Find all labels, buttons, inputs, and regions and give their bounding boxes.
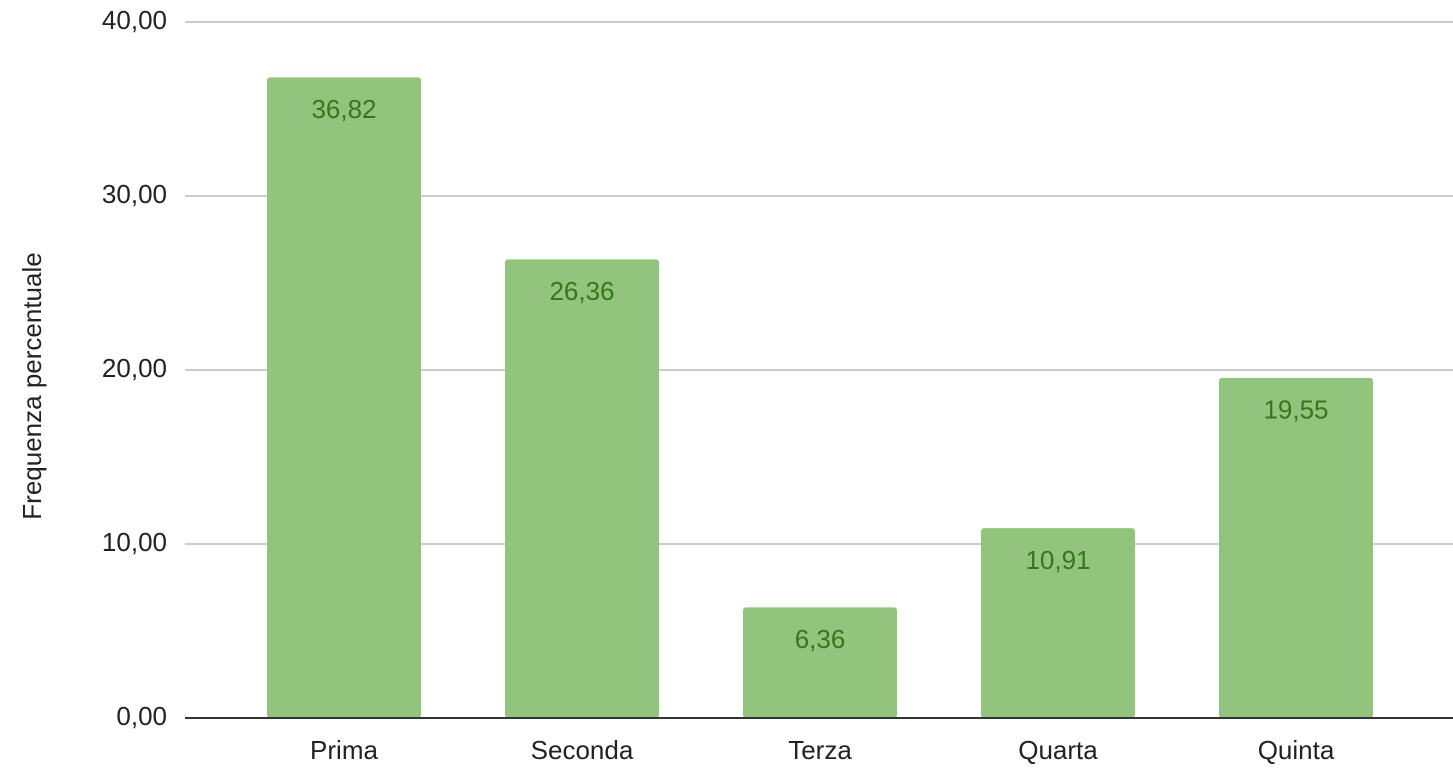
x-tick-label: Quinta bbox=[1258, 735, 1335, 765]
value-label: 26,36 bbox=[549, 276, 614, 306]
bar bbox=[1219, 377, 1373, 718]
value-label: 10,91 bbox=[1025, 545, 1090, 575]
x-tick-label: Prima bbox=[310, 735, 378, 765]
value-label: 36,82 bbox=[311, 94, 376, 124]
x-tick-label: Seconda bbox=[531, 735, 634, 765]
y-tick-label: 0,00 bbox=[116, 701, 167, 731]
value-label: 6,36 bbox=[795, 624, 846, 654]
y-axis-label: Frequenza percentuale bbox=[17, 252, 47, 519]
y-tick-label: 30,00 bbox=[102, 179, 167, 209]
x-tick-label: Quarta bbox=[1018, 735, 1098, 765]
bar bbox=[981, 528, 1135, 718]
bar bbox=[267, 77, 421, 718]
y-tick-label: 20,00 bbox=[102, 353, 167, 383]
x-tick-label: Terza bbox=[788, 735, 852, 765]
y-tick-label: 40,00 bbox=[102, 5, 167, 35]
bar bbox=[743, 607, 897, 718]
value-label: 19,55 bbox=[1263, 395, 1328, 425]
bar bbox=[505, 259, 659, 718]
y-tick-label: 10,00 bbox=[102, 527, 167, 557]
